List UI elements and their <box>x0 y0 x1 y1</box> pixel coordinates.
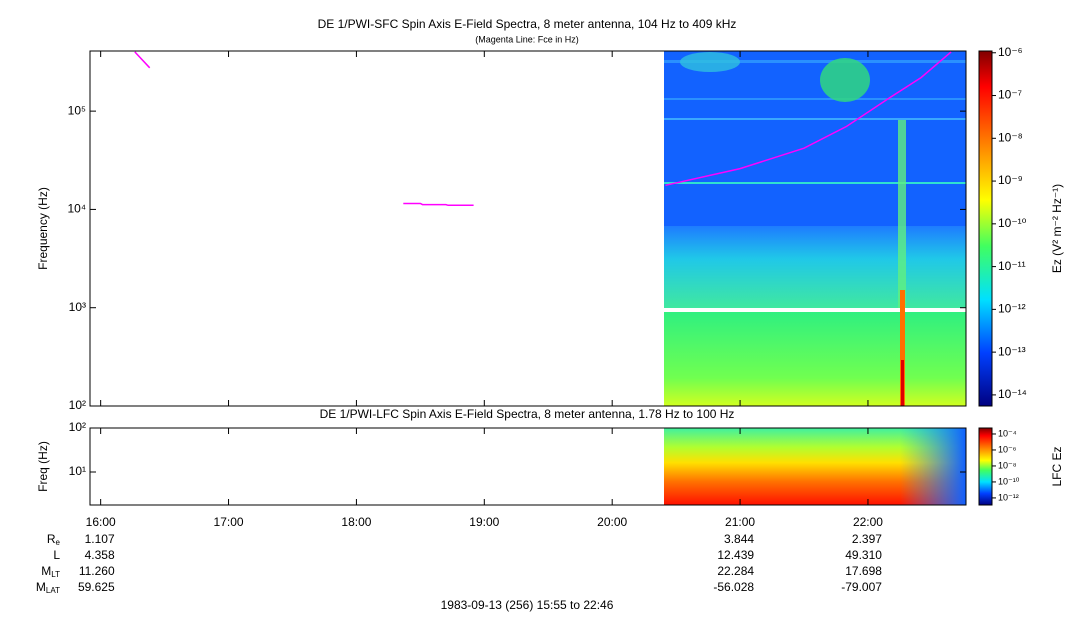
ephemeris-label: MLT <box>41 564 60 579</box>
x-tick-label: 18:00 <box>341 515 371 529</box>
footer: 1983-09-13 (256) 15:55 to 22:46 <box>441 598 614 612</box>
ephemeris-value: 49.310 <box>845 548 882 562</box>
ephemeris-value: 1.107 <box>85 532 115 546</box>
ephemeris-label: Re <box>47 532 61 547</box>
ephemeris-value: 4.358 <box>85 548 115 562</box>
y-tick-label: 10³ <box>69 300 86 314</box>
fce-line <box>665 51 952 187</box>
fce-line <box>403 202 474 207</box>
chart-title: DE 1/PWI-SFC Spin Axis E-Field Spectra, … <box>318 17 737 31</box>
spectrogram-image <box>664 51 992 505</box>
ephemeris-label-sub: LAT <box>46 586 60 595</box>
y-tick-label: 10² <box>69 398 86 412</box>
colorbar-label: LFC Ez <box>1050 446 1064 486</box>
ephemeris-value: 17.698 <box>845 564 882 578</box>
ephemeris-value: 2.397 <box>852 532 882 546</box>
y-tick-label: 10⁴ <box>67 202 86 216</box>
colorbar-tick-label: 10⁻¹² <box>998 302 1026 316</box>
colorbar-frame <box>978 427 993 506</box>
ephemeris-value: -56.028 <box>713 580 754 594</box>
ephemeris-label-main: M <box>41 564 51 578</box>
chart-title: DE 1/PWI-LFC Spin Axis E-Field Spectra, … <box>320 407 735 421</box>
y-axis-label: Frequency (Hz) <box>36 187 50 270</box>
ephemeris-value: 12.439 <box>717 548 754 562</box>
ephemeris-value: 59.625 <box>78 580 115 594</box>
colorbar-tick-label: 10⁻⁶ <box>998 45 1023 59</box>
plot-frame <box>89 50 967 407</box>
colorbar-tick-label: 10⁻⁹ <box>998 173 1023 187</box>
ephemeris-label-main: M <box>36 580 46 594</box>
ephemeris-label-sub: LT <box>51 570 60 579</box>
ephemeris-value: 11.260 <box>79 564 115 578</box>
colorbar-tick-label: 10⁻¹² <box>998 492 1019 502</box>
chart-subtitle: (Magenta Line: Fce in Hz) <box>475 34 579 44</box>
colorbar-tick-label: 10⁻⁷ <box>998 88 1022 102</box>
ephemeris-value: -79.007 <box>841 580 882 594</box>
fce-line <box>134 51 151 69</box>
x-tick-label: 22:00 <box>853 515 883 529</box>
colorbar-frame <box>978 50 993 407</box>
plot-frame <box>89 427 967 506</box>
colorbar-tick-label: 10⁻¹³ <box>998 344 1026 358</box>
ephemeris-label-main: R <box>47 532 56 546</box>
colorbar-tick-label: 10⁻¹⁰ <box>998 476 1020 486</box>
y-tick-label: 10² <box>69 420 86 434</box>
ephemeris-value: 3.844 <box>724 532 754 546</box>
colorbar-label: Ez (V² m⁻² Hz⁻¹) <box>1050 184 1064 273</box>
ephemeris-label-main: L <box>53 548 60 562</box>
colorbar-tick-label: 10⁻¹⁴ <box>998 387 1027 401</box>
ephemeris-label: L <box>53 548 60 562</box>
colorbar-tick-label: 10⁻¹⁰ <box>998 216 1027 230</box>
x-tick-label: 21:00 <box>725 515 755 529</box>
ephemeris-label: MLAT <box>36 580 60 595</box>
y-tick-label: 10¹ <box>69 464 86 478</box>
y-axis-label: Freq (Hz) <box>36 441 50 492</box>
x-tick-label: 19:00 <box>469 515 499 529</box>
colorbar-tick-label: 10⁻⁸ <box>998 460 1017 470</box>
colorbar-tick-label: 10⁻⁶ <box>998 444 1017 454</box>
x-tick-label: 17:00 <box>214 515 244 529</box>
colorbar-tick-label: 10⁻⁸ <box>998 130 1023 144</box>
colorbar-tick-label: 10⁻¹¹ <box>998 259 1026 273</box>
ephemeris-label-sub: e <box>56 538 61 547</box>
y-tick-label: 10⁵ <box>68 103 86 117</box>
x-tick-label: 16:00 <box>86 515 116 529</box>
x-tick-label: 20:00 <box>597 515 627 529</box>
ephemeris-value: 22.284 <box>717 564 754 578</box>
colorbar-tick-label: 10⁻⁴ <box>998 428 1017 438</box>
